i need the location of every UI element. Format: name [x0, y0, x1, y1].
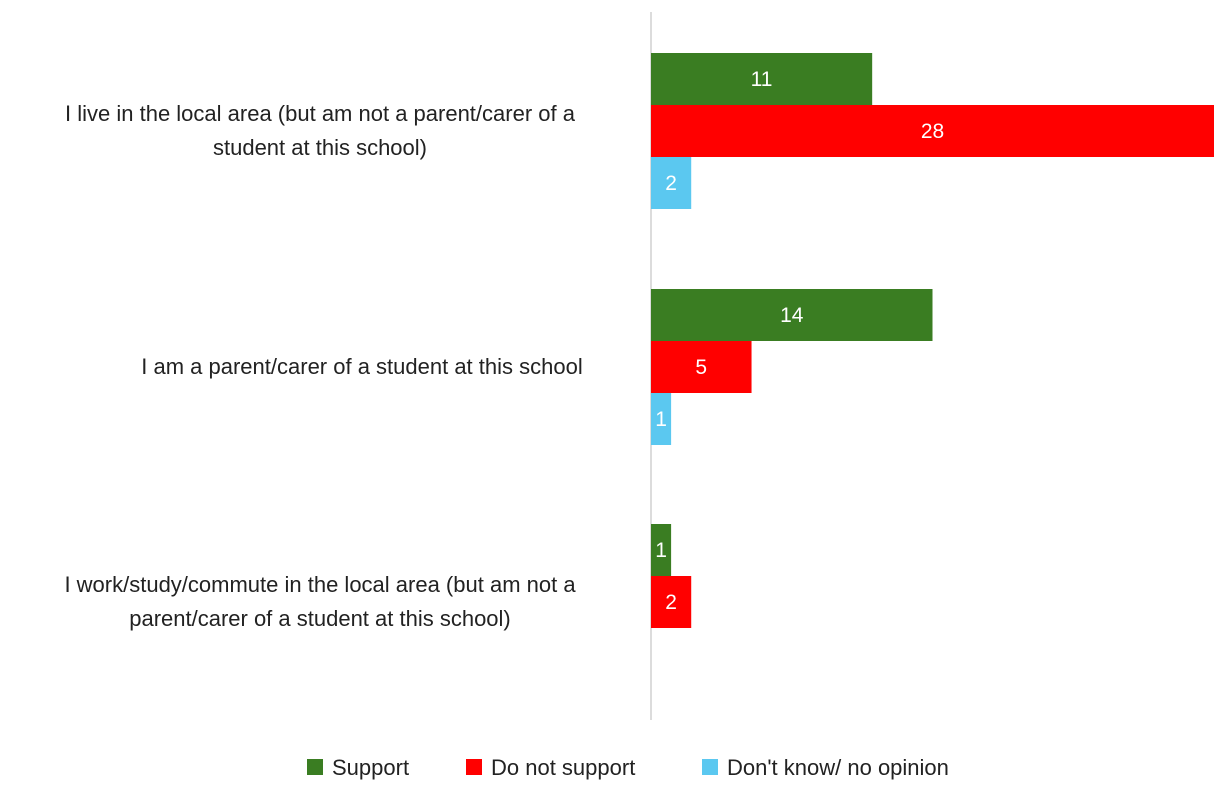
bar-do-not-support-cat-1 [651, 341, 752, 393]
category-label: parent/carer of a student at this school… [129, 606, 511, 631]
data-label: 1 [655, 539, 667, 562]
legend-swatch [307, 759, 323, 775]
bar-support-cat-2 [651, 524, 672, 576]
data-label: 2 [665, 591, 677, 614]
data-label: 11 [751, 68, 773, 91]
bar-support-cat-1 [651, 289, 933, 341]
legend: Support Do not support Don't know/ no opin… [307, 755, 949, 780]
legend-label: Don't know/ no opinion [727, 755, 949, 780]
bar-do-not-support-cat-0 [651, 105, 1214, 157]
legend-swatch [466, 759, 482, 775]
category-label: student at this school) [213, 135, 427, 160]
legend-label: Do not support [491, 755, 635, 780]
bar-do-not-support-cat-2 [651, 576, 692, 628]
bar-don-t-know-no-opinion-cat-1 [651, 393, 672, 445]
data-label: 14 [780, 304, 804, 327]
category-label: I work/study/commute in the local area (… [64, 572, 576, 597]
category-label: I live in the local area (but am not a p… [65, 101, 576, 126]
legend-swatch [702, 759, 718, 775]
data-label: 5 [695, 356, 707, 379]
data-label: 2 [665, 172, 677, 195]
data-label: 1 [655, 408, 667, 431]
bar-support-cat-0 [651, 53, 873, 105]
category-label: I am a parent/carer of a student at this… [141, 354, 582, 379]
data-label: 28 [921, 120, 944, 143]
bar-don-t-know-no-opinion-cat-0 [651, 157, 692, 209]
legend-label: Support [332, 755, 409, 780]
category-labels-group: I live in the local area (but am not a p… [64, 101, 582, 631]
